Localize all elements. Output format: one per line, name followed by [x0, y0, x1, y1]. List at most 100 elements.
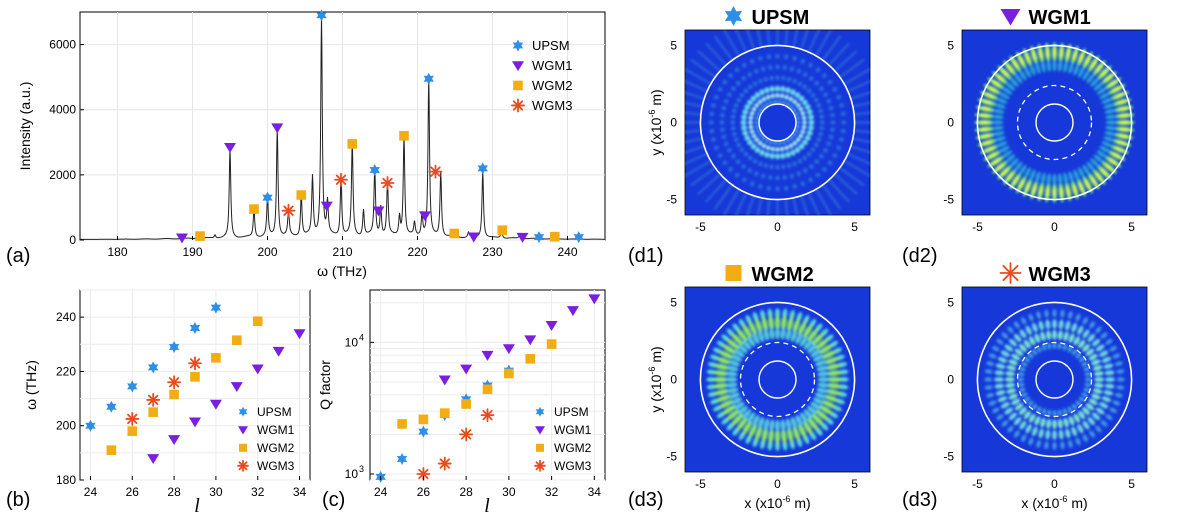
y-tick-label: 0 — [670, 373, 677, 387]
inner-boundary-circle — [1035, 103, 1074, 142]
panel-label-d3a: (d3) — [628, 489, 664, 511]
marker-wgm3 — [428, 164, 443, 179]
marker-wgm3 — [480, 408, 495, 423]
x-tick-label: 0 — [774, 477, 781, 491]
marker-wgm3 — [334, 172, 348, 187]
legend-marker-upsm — [238, 406, 248, 417]
field-title: WGM1 — [1029, 7, 1091, 29]
panel-a-ticks: 180 190 200 210 220 230 240 0 2000 4000 6000 — [49, 38, 578, 259]
marker-upsm — [168, 341, 180, 353]
panel-a-xlabel: ω (THz) — [317, 263, 367, 279]
y-tick-label: 6000 — [49, 38, 76, 52]
marker-wgm2 — [504, 368, 514, 379]
panel-a-spectrum: 180 190 200 210 220 230 240 0 2000 4000 6000 ω (TH… — [6, 9, 606, 279]
legend-label-wgm1: WGM1 — [554, 423, 592, 437]
x-tick-label: -5 — [695, 220, 706, 234]
y-tick-label: 10 — [345, 467, 359, 481]
marker-upsm — [418, 425, 429, 438]
panel-a-markers — [176, 9, 584, 244]
outer-boundary-circle — [976, 44, 1133, 201]
legend-label-upsm: UPSM — [257, 405, 292, 419]
field-ylabel: y (x10-6 m) — [647, 346, 664, 412]
marker-wgm2 — [549, 231, 560, 242]
marker-wgm1 — [230, 382, 243, 393]
panel-a-ylabel: Intensity (a.u.) — [17, 82, 33, 171]
panel-label-d3b: (d3) — [902, 489, 938, 511]
outer-boundary-circle — [699, 44, 856, 201]
legend-label-wgm2: WGM2 — [532, 78, 572, 93]
marker-wgm2 — [296, 190, 307, 200]
marker-wgm1 — [566, 306, 579, 317]
y-tick-label: -5 — [666, 193, 677, 207]
title-marker-wgm3 — [999, 262, 1022, 284]
panel-b-grid — [80, 289, 310, 481]
marker-upsm — [573, 231, 584, 244]
x-tick-label: 32 — [251, 485, 265, 499]
panel-a-label: (a) — [6, 245, 30, 267]
marker-wgm2 — [232, 335, 242, 346]
dashed-boundary-circle — [739, 341, 816, 418]
y-tick-label: 220 — [56, 364, 76, 378]
legend-marker-wgm3 — [511, 98, 525, 113]
x-tick-label: 180 — [107, 245, 127, 259]
marker-upsm — [147, 361, 159, 374]
field-title: WGM2 — [752, 264, 814, 286]
marker-upsm — [106, 400, 117, 413]
marker-wgm2 — [252, 316, 263, 327]
panel-b-frequency: 24 26 28 30 32 34 180 200 220 240 ω (THz) l (b) U… — [6, 289, 311, 517]
marker-upsm — [262, 191, 273, 204]
title-marker-wgm2 — [725, 265, 742, 281]
x-tick-label: 230 — [482, 245, 502, 259]
marker-wgm2 — [190, 372, 200, 382]
x-tick-label: -5 — [972, 477, 983, 491]
legend-marker-wgm3 — [534, 459, 546, 472]
legend-label-upsm: UPSM — [554, 405, 589, 419]
marker-wgm1 — [588, 294, 601, 305]
marker-wgm3 — [459, 427, 474, 442]
marker-wgm1 — [438, 375, 451, 386]
x-tick-label: 0 — [1051, 477, 1058, 491]
y-tick-label: 0 — [947, 373, 954, 387]
panel-b-xlabel: l — [194, 495, 200, 517]
marker-wgm1 — [419, 211, 431, 222]
legend-marker-wgm1 — [512, 61, 524, 72]
field-title: WGM3 — [1029, 264, 1091, 286]
marker-wgm2 — [127, 426, 138, 436]
marker-wgm3 — [281, 203, 296, 218]
marker-upsm — [477, 162, 488, 175]
marker-wgm3 — [188, 356, 202, 371]
y-tick-exponent: 3 — [359, 464, 364, 474]
legend-label-wgm2: WGM2 — [257, 441, 295, 455]
marker-wgm1 — [189, 417, 201, 428]
marker-wgm2 — [482, 384, 493, 395]
outer-boundary-circle — [699, 301, 856, 458]
panel-a-legend: UPSM WGM1 WGM2 WGM3 — [511, 38, 572, 113]
y-tick-label: 180 — [56, 473, 76, 487]
field-pattern — [974, 42, 1135, 203]
inner-boundary-circle — [758, 360, 797, 399]
x-tick-label: 5 — [1128, 220, 1135, 234]
x-tick-label: 34 — [293, 485, 307, 499]
marker-upsm — [127, 380, 138, 393]
x-tick-label: 0 — [1051, 220, 1058, 234]
legend-marker-upsm — [512, 39, 524, 52]
marker-wgm2 — [148, 407, 158, 417]
y-tick-label: 5 — [670, 295, 677, 309]
marker-wgm2 — [399, 130, 409, 141]
field-pattern — [984, 309, 1125, 450]
y-tick-label: -5 — [666, 450, 677, 464]
marker-upsm — [85, 419, 96, 432]
x-tick-label: 28 — [459, 485, 473, 499]
panel-label-d2: (d2) — [902, 245, 938, 267]
y-tick-label: 0 — [947, 116, 954, 130]
inner-boundary-circle — [1035, 360, 1074, 399]
marker-wgm1 — [545, 321, 558, 331]
x-tick-label: 5 — [1128, 477, 1135, 491]
dashed-boundary-circle — [1016, 341, 1093, 418]
y-tick-label: 240 — [56, 310, 76, 324]
x-tick-label: 24 — [84, 485, 98, 499]
marker-wgm1 — [460, 364, 473, 375]
field-map-frame — [684, 29, 871, 216]
panel-b-frame — [79, 289, 311, 481]
